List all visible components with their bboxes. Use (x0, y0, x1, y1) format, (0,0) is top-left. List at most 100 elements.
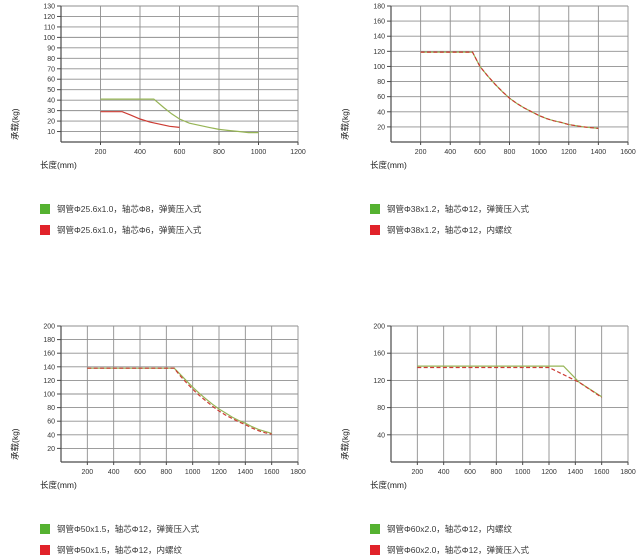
legend-swatch-icon (40, 545, 50, 555)
series-line-2 (87, 367, 272, 435)
legend-item: 钢管Φ60x2.0，轴芯Φ12，弹簧压入式 (370, 544, 640, 556)
x-tick-label: 1400 (591, 149, 607, 156)
line-chart-4: 40 80 120 160 200 200 400 600 800 1000 1200 1400 160… (340, 324, 636, 491)
legend-item: 钢管Φ25.6x1.0，轴芯Φ8，弹簧压入式 (40, 203, 318, 215)
x-tick-label: 1000 (251, 149, 267, 156)
y-tick-label: 70 (47, 66, 55, 73)
series-line-1 (417, 365, 603, 398)
y-tick-label: 180 (373, 4, 385, 11)
y-tick-label: 100 (43, 35, 55, 42)
x-tick-label: 200 (81, 469, 93, 476)
legend-label: 钢管Φ50x1.5，轴芯Φ12，弹簧压入式 (57, 524, 200, 534)
y-tick-label: 200 (43, 324, 55, 331)
x-tick-label: 400 (438, 469, 450, 476)
x-axis-title: 长度(mm) (370, 480, 407, 490)
y-axis-title: 承载(kg) (340, 108, 350, 140)
x-tick-label: 1000 (531, 149, 547, 156)
y-tick-label: 80 (47, 405, 55, 412)
y-tick-label: 90 (47, 45, 55, 52)
legend-label: 钢管Φ25.6x1.0，轴芯Φ8，弹簧压入式 (57, 204, 202, 214)
x-tick-label: 600 (134, 469, 146, 476)
legend-label: 钢管Φ38x1.2，轴芯Φ12，内螺纹 (387, 225, 513, 235)
x-tick-label: 1200 (541, 469, 557, 476)
y-tick-label: 60 (47, 77, 55, 84)
legend-swatch-icon (370, 545, 380, 555)
x-tick-label: 1800 (620, 469, 636, 476)
line-chart-1: 10 20 30 40 50 60 70 80 90 100 110 120 130 200 400 600 8… (10, 4, 306, 171)
x-tick-label: 400 (134, 149, 146, 156)
x-tick-label: 800 (213, 149, 225, 156)
x-tick-label: 800 (490, 469, 502, 476)
chart-panel-4: 40 80 120 160 200 200 400 600 800 1000 1200 1400 160… (336, 320, 640, 556)
x-tick-label: 1200 (211, 469, 227, 476)
legend-3: 钢管Φ50x1.5，轴芯Φ12，弹簧压入式 钢管Φ50x1.5，轴芯Φ12，内螺纹 (40, 523, 318, 556)
x-tick-label: 1000 (515, 469, 531, 476)
x-tick-label: 400 (444, 149, 456, 156)
y-tick-label: 40 (377, 109, 385, 116)
legend-swatch-icon (370, 225, 380, 235)
series-line-1 (87, 367, 272, 434)
y-axis-title: 承载(kg) (10, 108, 20, 140)
y-tick-label: 120 (373, 378, 385, 385)
legend-label: 钢管Φ25.6x1.0，轴芯Φ6，弹簧压入式 (57, 225, 202, 235)
y-tick-label: 40 (47, 98, 55, 105)
y-tick-label: 140 (43, 364, 55, 371)
x-axis-title: 长度(mm) (40, 480, 77, 490)
x-tick-label: 1600 (620, 149, 636, 156)
y-tick-label: 110 (44, 24, 55, 31)
y-tick-label: 40 (377, 432, 385, 439)
y-tick-label: 80 (47, 56, 55, 63)
y-tick-label: 160 (373, 351, 385, 358)
y-tick-label: 130 (43, 4, 55, 11)
y-tick-label: 200 (373, 324, 385, 331)
y-tick-label: 140 (373, 34, 385, 41)
legend-swatch-icon (40, 225, 50, 235)
x-tick-label: 200 (95, 149, 107, 156)
legend-item: 钢管Φ38x1.2，轴芯Φ12，弹簧压入式 (370, 203, 640, 215)
line-chart-2: 20 40 60 80 100 120 140 160 180 200 400 600 800 1000 1… (340, 4, 636, 171)
x-tick-label: 600 (174, 149, 186, 156)
x-tick-label: 1800 (290, 469, 306, 476)
series-line-1 (100, 98, 259, 134)
x-tick-label: 600 (464, 469, 476, 476)
y-tick-label: 120 (43, 378, 55, 385)
legend-swatch-icon (370, 524, 380, 534)
y-tick-label: 10 (47, 129, 55, 136)
series-line-2 (420, 51, 599, 129)
x-tick-label: 1600 (594, 469, 610, 476)
y-tick-label: 120 (43, 14, 55, 21)
legend-swatch-icon (370, 204, 380, 214)
legend-4: 钢管Φ60x2.0，轴芯Φ12，内螺纹钢管Φ60x2.0，轴芯Φ12，弹簧压入式 (370, 523, 640, 556)
y-tick-label: 80 (377, 405, 385, 412)
line-chart-3: 20 40 60 80 100 120 140 160 180 200 200 400 600 800 10… (10, 324, 306, 491)
legend-item: 钢管Φ60x2.0，轴芯Φ12，内螺纹 (370, 523, 640, 535)
y-tick-label: 40 (47, 432, 55, 439)
x-axis-title: 长度(mm) (370, 160, 407, 170)
legend-item: 钢管Φ50x1.5，轴芯Φ12，内螺纹 (40, 544, 318, 556)
y-axis-title: 承载(kg) (10, 428, 20, 460)
legend-label: 钢管Φ50x1.5，轴芯Φ12，内螺纹 (57, 545, 183, 555)
x-tick-label: 1000 (185, 469, 201, 476)
y-tick-label: 160 (43, 351, 55, 358)
legend-2: 钢管Φ38x1.2，轴芯Φ12，弹簧压入式 钢管Φ38x1.2，轴芯Φ12，内螺纹 (370, 203, 640, 236)
x-tick-label: 800 (504, 149, 516, 156)
legend-label: 钢管Φ38x1.2，轴芯Φ12，弹簧压入式 (387, 204, 530, 214)
x-axis-title: 长度(mm) (40, 160, 77, 170)
y-tick-label: 80 (377, 79, 385, 86)
x-tick-label: 600 (474, 149, 486, 156)
chart-panel-1: 10 20 30 40 50 60 70 80 90 100 110 120 130 200 400 600 8… (6, 0, 318, 236)
y-tick-label: 20 (377, 124, 385, 131)
legend-label: 钢管Φ60x2.0，轴芯Φ12，内螺纹 (387, 524, 513, 534)
y-tick-label: 120 (373, 49, 385, 56)
x-tick-label: 800 (160, 469, 172, 476)
x-tick-label: 1400 (568, 469, 584, 476)
y-tick-label: 20 (47, 119, 55, 126)
series-line-2 (100, 111, 180, 128)
chart-panel-3: 20 40 60 80 100 120 140 160 180 200 200 400 600 800 10… (6, 320, 318, 556)
y-tick-label: 160 (373, 19, 385, 26)
legend-swatch-icon (40, 204, 50, 214)
y-tick-label: 30 (47, 108, 55, 115)
legend-item: 钢管Φ38x1.2，轴芯Φ12，内螺纹 (370, 224, 640, 236)
x-tick-label: 400 (108, 469, 120, 476)
